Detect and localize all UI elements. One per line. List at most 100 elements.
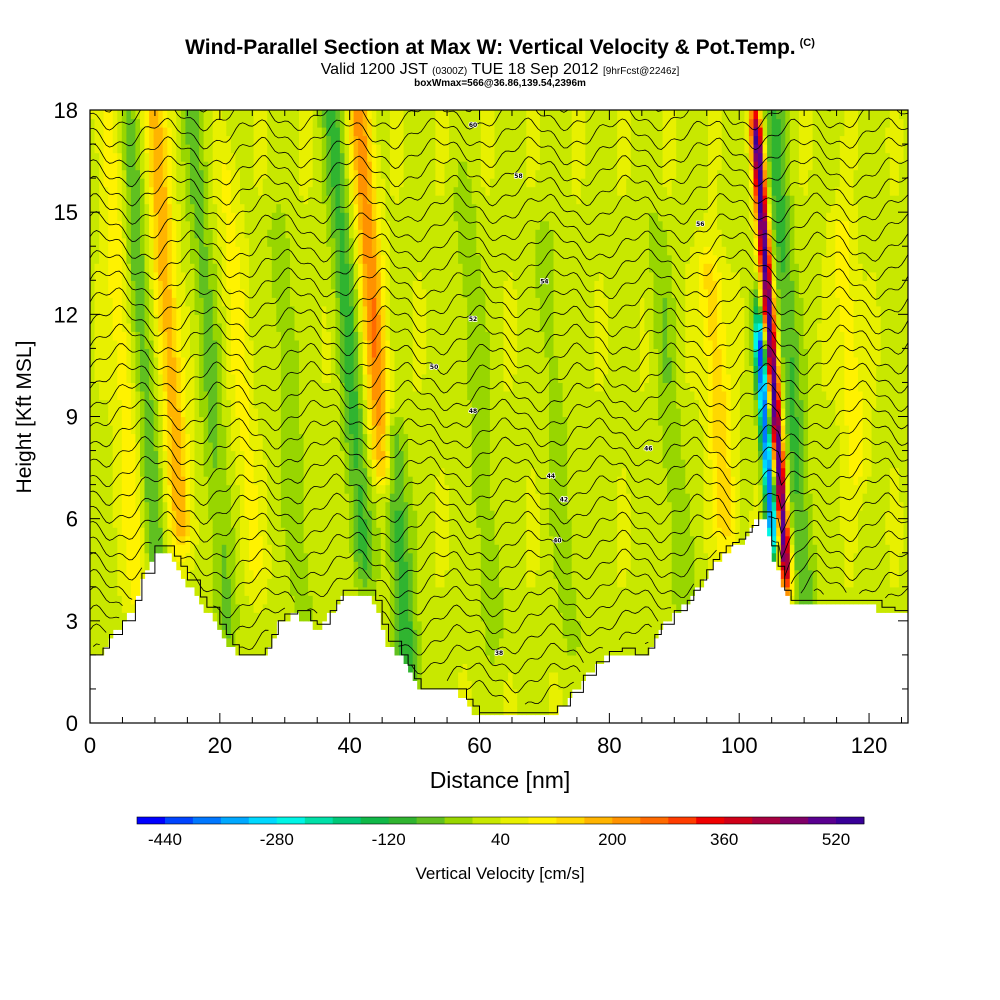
velocity-cell xyxy=(458,161,464,171)
velocity-cell xyxy=(353,484,359,494)
velocity-cell xyxy=(435,280,441,290)
velocity-cell xyxy=(112,578,118,588)
velocity-cell xyxy=(185,288,191,298)
velocity-cell xyxy=(417,510,423,520)
velocity-cell xyxy=(276,229,282,239)
velocity-cell xyxy=(417,373,423,383)
velocity-cell xyxy=(317,331,323,341)
velocity-cell xyxy=(403,169,409,179)
velocity-cell xyxy=(335,408,341,418)
velocity-cell xyxy=(94,586,100,596)
velocity-cell xyxy=(385,118,391,128)
velocity-cell xyxy=(126,237,132,247)
velocity-cell xyxy=(449,127,455,137)
velocity-cell xyxy=(308,254,314,264)
velocity-cell xyxy=(358,408,364,418)
velocity-cell xyxy=(330,229,336,239)
velocity-cell xyxy=(439,612,445,622)
velocity-cell xyxy=(126,510,132,520)
velocity-cell xyxy=(262,348,268,358)
velocity-cell xyxy=(394,467,400,477)
velocity-cell xyxy=(399,586,405,596)
velocity-cell xyxy=(294,433,300,443)
velocity-cell xyxy=(162,169,168,179)
velocity-cell xyxy=(244,476,250,486)
velocity-cell xyxy=(235,544,241,554)
velocity-cell xyxy=(153,356,159,366)
velocity-cell xyxy=(162,467,168,477)
velocity-cell xyxy=(317,442,323,452)
vertical-velocity-field xyxy=(90,110,908,716)
velocity-cell xyxy=(258,416,264,426)
velocity-cell xyxy=(230,305,236,315)
velocity-cell xyxy=(335,229,341,239)
velocity-cell xyxy=(126,459,132,469)
velocity-cell xyxy=(312,144,318,154)
velocity-cell xyxy=(185,561,191,571)
velocity-cell xyxy=(267,356,273,366)
velocity-cell xyxy=(240,561,246,571)
velocity-cell xyxy=(308,425,314,435)
velocity-cell xyxy=(394,356,400,366)
velocity-cell xyxy=(380,382,386,392)
velocity-cell xyxy=(221,450,227,460)
velocity-cell xyxy=(217,263,223,273)
velocity-cell xyxy=(190,348,196,358)
velocity-cell xyxy=(321,322,327,332)
velocity-cell xyxy=(421,297,427,307)
velocity-cell xyxy=(244,569,250,579)
velocity-cell xyxy=(312,229,318,239)
velocity-cell xyxy=(194,314,200,324)
velocity-cell xyxy=(326,339,332,349)
velocity-cell xyxy=(226,510,232,520)
velocity-cell xyxy=(408,135,414,145)
velocity-cell xyxy=(435,578,441,588)
velocity-cell xyxy=(194,305,200,315)
velocity-cell xyxy=(399,373,405,383)
velocity-cell xyxy=(389,169,395,179)
velocity-cell xyxy=(317,169,323,179)
velocity-cell xyxy=(212,322,218,332)
velocity-cell xyxy=(126,339,132,349)
velocity-cell xyxy=(262,144,268,154)
velocity-cell xyxy=(167,476,173,486)
velocity-cell xyxy=(267,433,273,443)
velocity-cell xyxy=(130,161,136,171)
velocity-cell xyxy=(421,484,427,494)
velocity-cell xyxy=(194,263,200,273)
velocity-cell xyxy=(303,237,309,247)
velocity-cell xyxy=(149,450,155,460)
velocity-cell xyxy=(371,373,377,383)
velocity-cell xyxy=(180,373,186,383)
velocity-cell xyxy=(149,501,155,511)
velocity-cell xyxy=(303,493,309,503)
velocity-cell xyxy=(449,186,455,196)
velocity-cell xyxy=(171,178,177,188)
velocity-cell xyxy=(90,331,96,341)
velocity-cell xyxy=(435,297,441,307)
velocity-cell xyxy=(362,365,368,375)
velocity-cell xyxy=(330,467,336,477)
velocity-cell xyxy=(308,527,314,537)
velocity-cell xyxy=(203,501,209,511)
velocity-cell xyxy=(221,322,227,332)
velocity-cell xyxy=(353,433,359,443)
velocity-cell xyxy=(249,637,255,647)
velocity-cell xyxy=(312,288,318,298)
velocity-cell xyxy=(412,110,418,120)
velocity-cell xyxy=(389,612,395,622)
velocity-cell xyxy=(240,339,246,349)
velocity-cell xyxy=(417,305,423,315)
velocity-cell xyxy=(299,535,305,545)
velocity-cell xyxy=(212,544,218,554)
velocity-cell xyxy=(90,322,96,332)
velocity-cell xyxy=(403,373,409,383)
velocity-cell xyxy=(240,442,246,452)
velocity-cell xyxy=(353,288,359,298)
velocity-cell xyxy=(217,280,223,290)
velocity-cell xyxy=(394,322,400,332)
velocity-cell xyxy=(335,254,341,264)
velocity-cell xyxy=(194,365,200,375)
velocity-cell xyxy=(249,195,255,205)
velocity-cell xyxy=(262,178,268,188)
